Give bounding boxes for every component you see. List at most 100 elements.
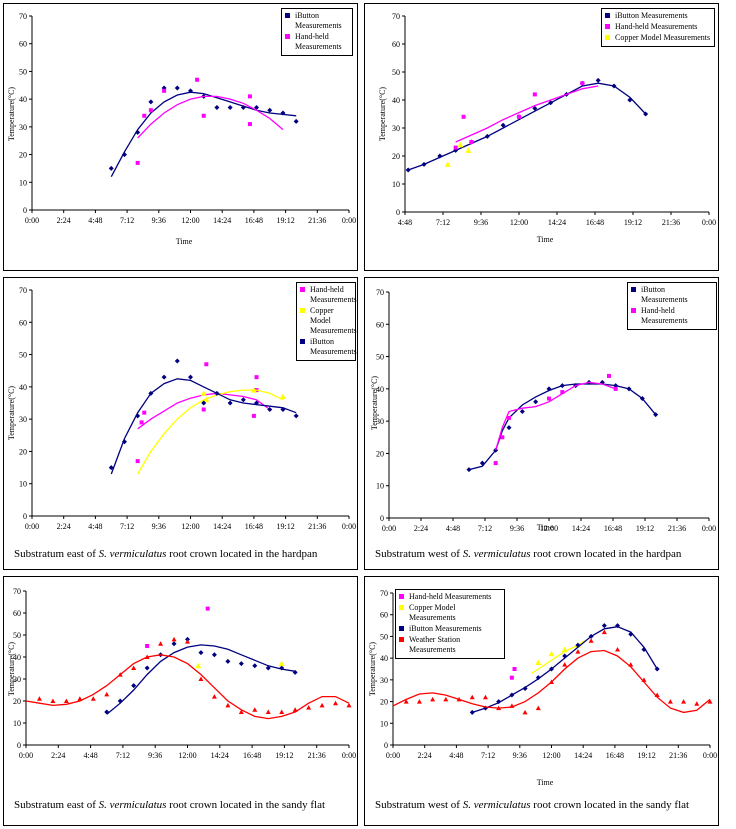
y-tick-label: 60 <box>19 40 27 49</box>
y-tick-label: 20 <box>376 449 384 458</box>
x-tick-label: 14:24 <box>213 522 231 531</box>
data-point <box>292 707 298 712</box>
data-point <box>627 97 633 103</box>
y-axis-label: Temperature(°C) <box>370 376 379 431</box>
y-tick-label: 40 <box>19 383 27 392</box>
x-tick-label: 0:00 <box>702 218 716 227</box>
x-tick-label: 16:48 <box>606 751 624 760</box>
data-point <box>319 702 325 708</box>
chart-svg-5: 0 10 20 30 40 50 60 70 0:00 2:24 4:48 7:12 9:36 12:00… <box>7 587 356 760</box>
data-point <box>280 406 286 412</box>
chart-svg-4: 0 10 20 30 40 50 60 70 0:00 2:24 4:48 7:12 9:36 12:00… <box>370 288 716 533</box>
y-tick-label: 0 <box>396 208 400 217</box>
y-tick-label: 20 <box>392 152 400 161</box>
data-point <box>403 699 409 704</box>
y-tick-label: 70 <box>13 587 21 596</box>
x-tick-label: 21:36 <box>308 216 326 225</box>
x-tick-label: 19:12 <box>636 524 654 533</box>
data-point <box>188 88 193 94</box>
x-tick-label: 14:24 <box>574 751 592 760</box>
data-point <box>252 707 258 712</box>
legend-label: Hand-held Measurements <box>409 592 492 601</box>
data-point <box>469 694 475 700</box>
data-point <box>174 358 180 364</box>
data-point <box>333 700 339 706</box>
chart-caption-4: Substratum west of S. vermiculatus root … <box>375 548 682 560</box>
x-tick-label: 0:00 <box>386 751 400 760</box>
trend-line <box>25 654 350 720</box>
data-point <box>533 399 539 405</box>
data-point <box>121 439 127 445</box>
data-point <box>461 114 466 119</box>
y-tick-label: 50 <box>19 351 27 360</box>
x-axis-label: Time <box>537 235 554 244</box>
data-point <box>225 702 231 708</box>
data-point <box>493 447 499 453</box>
legend-label: Hand-held Measurements <box>295 32 342 51</box>
x-tick-label: 12:00 <box>510 218 528 227</box>
x-axis-label: Time <box>537 778 554 787</box>
data-point <box>500 435 505 440</box>
x-tick-label: 21:36 <box>669 751 687 760</box>
x-tick-label: 7:12 <box>120 216 134 225</box>
legend-label: Hand-held Measurements <box>641 306 688 325</box>
x-tick-label: 19:12 <box>637 751 655 760</box>
legend-item: Hand-held Measurements <box>300 285 357 305</box>
data-point <box>306 705 312 710</box>
data-point <box>559 383 565 389</box>
x-tick-label: 12:00 <box>181 216 199 225</box>
legend-marker <box>605 35 610 40</box>
data-point <box>465 147 472 153</box>
x-tick-label: 19:12 <box>276 522 294 531</box>
data-point <box>227 400 233 406</box>
x-axis-label: Time <box>176 237 193 246</box>
data-point <box>214 390 220 396</box>
y-tick-label: 40 <box>19 95 27 104</box>
x-tick-label: 4:48 <box>88 216 102 225</box>
data-point <box>547 396 551 401</box>
x-axis-label: Time <box>537 523 554 532</box>
y-tick-label: 40 <box>380 654 388 663</box>
data-point <box>265 709 271 714</box>
data-point <box>204 362 209 367</box>
y-tick-label: 70 <box>19 12 27 21</box>
y-axis-label: Temperature(°C) <box>7 87 16 142</box>
data-point <box>195 77 200 82</box>
data-point <box>601 623 607 629</box>
chart-panel-4: 0 10 20 30 40 50 60 70 0:00 2:24 4:48 7:12 9:36 12:00… <box>364 277 719 570</box>
chart-panel-3: 0 10 20 30 40 50 60 70 0:00 2:24 4:48 7:12 9:36 12:00… <box>3 277 358 570</box>
data-point <box>171 641 177 647</box>
data-point <box>628 662 634 667</box>
trend-line <box>106 644 296 715</box>
legend-item: Hand-held Measurements <box>285 32 349 52</box>
data-point <box>457 141 464 148</box>
data-point <box>535 659 542 665</box>
data-point <box>346 702 352 708</box>
data-point <box>36 696 42 701</box>
legend-label: Hand-held Measurements <box>310 285 357 304</box>
x-tick-label: 2:24 <box>57 216 71 225</box>
legend-label: Copper Model Measurements <box>615 33 711 42</box>
x-tick-label: 7:12 <box>481 751 495 760</box>
data-point <box>161 374 167 380</box>
data-point <box>667 699 673 704</box>
y-tick-label: 70 <box>376 288 384 297</box>
x-tick-label: 7:12 <box>116 751 130 760</box>
trend-line <box>137 95 284 139</box>
data-point <box>549 679 554 685</box>
data-point <box>77 696 83 701</box>
data-point <box>469 709 475 715</box>
y-tick-label: 50 <box>19 67 27 76</box>
data-point <box>254 104 260 110</box>
y-tick-label: 60 <box>376 320 384 329</box>
x-tick-label: 12:00 <box>540 524 558 533</box>
data-point <box>615 646 621 652</box>
legend-item: Copper Model Measurements <box>300 306 357 336</box>
legend-item: Hand-held Measurements <box>631 306 713 326</box>
x-tick-label: 0:00 <box>702 524 716 533</box>
y-tick-label: 70 <box>392 12 400 21</box>
data-point <box>653 412 659 418</box>
legend-item: iButton Measurements <box>605 11 711 21</box>
x-tick-label: 16:48 <box>586 218 604 227</box>
data-point <box>453 145 458 150</box>
